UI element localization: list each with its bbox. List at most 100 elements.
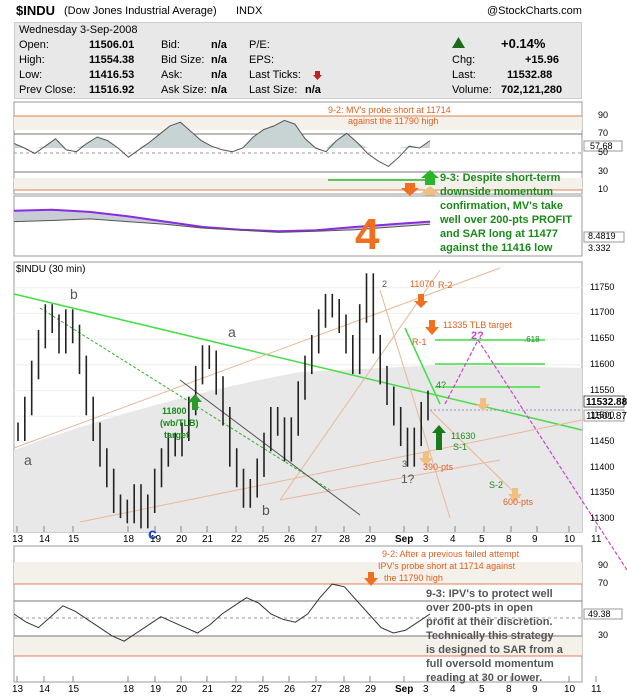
price-ytick-label: 11650 [590,333,615,344]
momentum-line [13,583,431,642]
annotation-text: target [164,430,190,440]
xtick-label: 21 [202,684,214,695]
xtick-label: 27 [311,534,323,545]
last-price-label: 11532.88 [586,397,627,408]
ytick-label: 70 [598,128,609,138]
low-value: 11416.53 [89,69,135,81]
ytick-label: 50 [598,147,609,157]
annotation-text: S-1 [453,442,468,452]
xtick-label: 9 [532,684,538,695]
trendline-main [13,293,583,431]
volume-label: Volume: [452,84,492,96]
wave-4-label: 4 [355,210,380,259]
xtick-label: Sep [395,684,414,695]
annotation-text: the 11790 high [384,573,443,583]
price-ytick-label: 11600 [590,358,615,369]
xtick-label: 4 [450,534,456,545]
ma-line-purple [13,208,431,233]
light-orange-arrow-icon [419,452,433,466]
ask-size-value: n/a [211,84,227,96]
annotation-text: 11070 [410,279,435,289]
last-value: 11532.88 [507,69,553,81]
chart-header: $INDU (Dow Jones Industrial Average) IND… [0,0,627,22]
annotation-text: S-2 [489,480,504,490]
upper-momentum-panel [13,101,623,198]
annotation-text: against the 11790 high [348,116,439,126]
price-panel [13,261,627,571]
wave-label: a [228,324,236,340]
eps-label: EPS: [249,54,275,66]
annotation-text: 390-pts [423,462,454,472]
wave-label: a [24,452,32,468]
xtick-label: 3 [423,534,429,545]
prev-price-label: 11501.87 [586,411,627,422]
annotation-text: reading at 30 or lower. [426,672,543,684]
xtick-label: 10 [564,684,576,695]
ask-label: Ask: [161,69,183,81]
xtick-label: 29 [365,534,377,545]
xtick-label: 8 [506,534,512,545]
annotation-text: 9-2: MV's probe short at 11714 [328,105,451,115]
light-orange-arrow-icon [476,398,490,411]
price-panel-title: $INDU (30 min) [16,264,86,275]
xtick-label: 25 [258,534,270,545]
last-size-value: n/a [305,84,321,96]
channel-lower [79,419,583,523]
annotation-text: (wb/TLB) [160,418,199,428]
momentum-value-label: 49.38 [588,609,611,619]
annotation-text: and SAR long at 11477 [440,228,558,240]
xtick-label: 25 [258,684,270,695]
xtick-label: 26 [284,534,296,545]
prev-close-value: 11516.92 [89,84,135,96]
annotation-text: 11630 [451,431,476,441]
ytick-label: 90 [598,560,609,570]
chg-label: Chg: [452,54,476,66]
annotation-text: R-1 [412,337,427,347]
annotation-text: well over 200-pts PROFIT [440,214,573,226]
annotation-text: 9-3: Despite short-term [440,172,561,184]
light-orange-arrow-icon [421,186,439,198]
bid-size-value: n/a [211,54,227,66]
last-size-label: Last Size: [249,84,298,96]
xtick-label: 15 [68,684,80,695]
exchange-label: INDX [236,5,263,17]
price-ytick-label: 11400 [590,461,615,472]
wave-label: 1? [401,472,415,486]
ytick-label: 30 [598,166,609,176]
price-ytick-label: 11550 [590,384,615,395]
xtick-label: 14 [39,534,51,545]
momentum-area [14,120,430,148]
xtick-label: 20 [176,684,188,695]
ytick-label: 30 [598,630,609,640]
volume-value: 702,121,280 [501,84,563,96]
xtick-label: 14 [39,684,51,695]
price-ytick-label: 11300 [590,513,615,524]
green-up-arrow-icon [188,394,202,410]
pct-change-value: +0.14% [501,36,546,51]
fan-line-1 [279,269,441,501]
annotation-text: confirmation, MV's take [440,200,564,212]
down-arrow-icon [313,71,322,80]
annotation-text: 600-pts [503,497,534,507]
bid-label: Bid: [161,39,180,51]
high-value: 11554.38 [89,54,135,66]
fan-line-3 [379,289,451,519]
bid-size-label: Bid Size: [161,54,205,66]
ask-size-label: Ask Size: [161,84,207,96]
wave-label: b [262,502,270,518]
annotation-text: R-2 [438,280,453,290]
annotation-text: 11800 [162,406,187,416]
xtick-label: 19 [150,534,162,545]
open-value: 11506.01 [89,39,135,51]
orange-down-arrow-icon [401,183,419,196]
xtick-label: 22 [231,684,243,695]
xtick-label: 13 [12,534,24,545]
xtick-label: 15 [68,534,80,545]
index-name: (Dow Jones Industrial Average) [64,5,217,17]
annotation-text: 11335 TLB target [443,320,512,330]
ohlc-bars [17,273,429,529]
xtick-label: Sep [395,534,414,545]
last-label: Last: [452,69,476,81]
price-ytick-label: 11350 [590,487,615,498]
xtick-label: 5 [479,684,485,695]
